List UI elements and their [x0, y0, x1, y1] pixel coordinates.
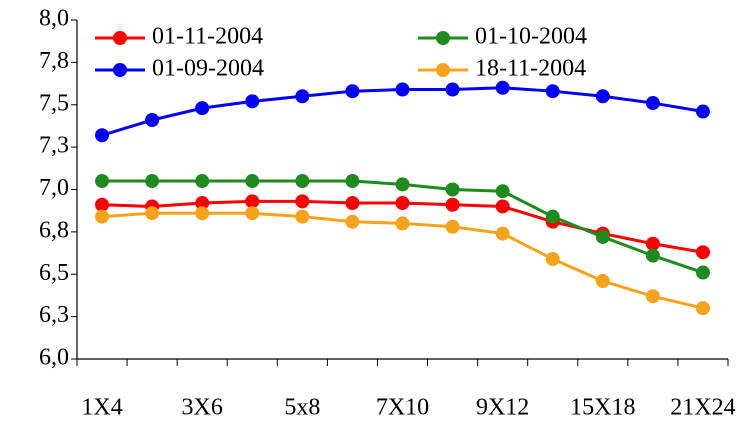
point [445, 197, 460, 212]
point [195, 101, 210, 116]
point [195, 206, 210, 221]
point [345, 214, 360, 229]
legend-marker [113, 31, 127, 45]
point [95, 128, 110, 143]
point [195, 174, 210, 189]
point [95, 209, 110, 224]
point [695, 265, 710, 280]
legend-label: 01-11-2004 [152, 24, 263, 50]
y-tick-label: 7,5 [39, 90, 69, 116]
point [445, 219, 460, 234]
point [195, 196, 210, 211]
point [145, 174, 160, 189]
point [595, 274, 610, 289]
point [495, 199, 510, 214]
point [245, 206, 260, 221]
point [295, 209, 310, 224]
point [645, 236, 660, 251]
point [595, 229, 610, 244]
point [345, 196, 360, 211]
x-tick-label: 3X6 [182, 395, 223, 421]
point [545, 209, 560, 224]
x-tick-label: 7X10 [376, 395, 429, 421]
point [495, 226, 510, 241]
point [445, 182, 460, 197]
point [395, 196, 410, 211]
point [245, 174, 260, 189]
point [545, 84, 560, 99]
legend-label: 18-11-2004 [475, 56, 586, 82]
point [645, 248, 660, 263]
point [395, 82, 410, 97]
y-tick-label: 6,8 [39, 217, 69, 243]
x-tick-label: 15X18 [570, 395, 635, 421]
point [395, 216, 410, 231]
x-tick-label: 21X24 [670, 395, 735, 421]
legend-marker [436, 63, 450, 77]
legend-label: 01-10-2004 [475, 24, 587, 50]
point [695, 245, 710, 260]
point [545, 251, 560, 266]
point [245, 94, 260, 109]
y-tick-label: 7,3 [39, 133, 69, 159]
y-tick-label: 6,5 [39, 260, 69, 286]
x-tick-label: 9X12 [476, 395, 529, 421]
y-tick-label: 6,0 [39, 345, 69, 371]
point [295, 89, 310, 104]
point [395, 177, 410, 192]
point [695, 104, 710, 119]
point [95, 174, 110, 189]
legend-marker [436, 31, 450, 45]
point [595, 89, 610, 104]
y-tick-label: 8,0 [39, 6, 69, 32]
point [145, 113, 160, 128]
y-tick-label: 7,0 [39, 175, 69, 201]
point [695, 301, 710, 316]
point [295, 194, 310, 209]
point [495, 184, 510, 199]
point [445, 82, 460, 97]
legend-marker [113, 63, 127, 77]
point [95, 197, 110, 212]
legend-label: 01-09-2004 [152, 56, 264, 82]
point [345, 174, 360, 189]
y-tick-label: 6,3 [39, 302, 69, 328]
point [495, 80, 510, 95]
x-tick-label: 1X4 [81, 395, 122, 421]
y-tick-label: 7,8 [39, 48, 69, 74]
point [645, 289, 660, 304]
x-tick-label: 5x8 [284, 395, 320, 421]
point [645, 96, 660, 111]
point [145, 206, 160, 221]
point [295, 174, 310, 189]
point [345, 84, 360, 99]
point [245, 194, 260, 209]
